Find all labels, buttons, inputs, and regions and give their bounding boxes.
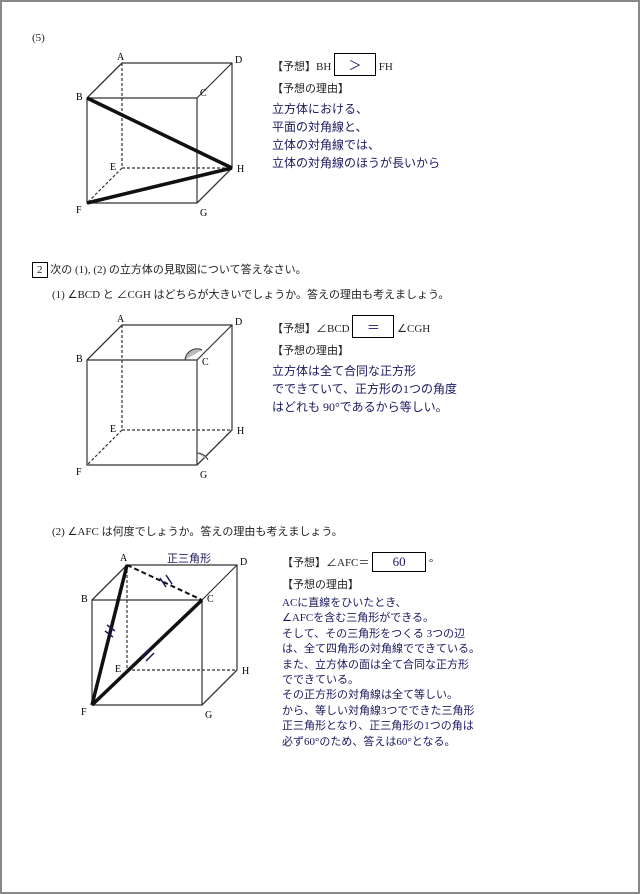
q5-answer-area: 【予想】BH ＞ FH 【予想の理由】 立方体における、 平面の対角線と、 立体… <box>262 48 618 172</box>
svg-text:B: B <box>76 354 83 365</box>
svg-text:C: C <box>202 357 209 368</box>
svg-text:B: B <box>76 92 83 103</box>
q5-handwriting: 立方体における、 平面の対角線と、 立体の対角線では、 立体の対角線のほうが長い… <box>272 100 618 172</box>
svg-text:F: F <box>76 205 82 216</box>
svg-text:G: G <box>205 710 212 721</box>
problem-2-text: 次の (1), (2) の立方体の見取図について答えなさい。 <box>50 264 306 276</box>
riyuu-label: 【予想の理由】 <box>282 576 618 592</box>
q2-2-answer-area: 【予想】∠AFC＝ 60 ° 【予想の理由】 ACに直線をひいたとき、 ∠AFC… <box>272 547 618 750</box>
q2-2-text: (2) ∠AFC は何度でしょうか。答えの理由も考えましょう。 <box>52 523 618 539</box>
yosou-label: 【予想】∠AFC＝ <box>282 557 369 569</box>
svg-text:A: A <box>117 52 125 63</box>
q2-1-answer-area: 【予想】∠BCD ＝ ∠CGH 【予想の理由】 立方体は全て合同な正方形 ででき… <box>262 310 618 416</box>
svg-text:E: E <box>110 162 116 173</box>
q5-diagram: A D B C E H F G <box>72 48 262 231</box>
svg-text:G: G <box>200 470 207 481</box>
svg-text:F: F <box>76 467 82 478</box>
problem-2-heading: 2 次の (1), (2) の立方体の見取図について答えなさい。 <box>32 261 618 278</box>
yosou-after: ° <box>429 557 433 569</box>
q2-2-yosou: 【予想】∠AFC＝ 60 ° <box>282 552 618 572</box>
riyuu-label: 【予想の理由】 <box>272 80 618 96</box>
yosou-label: 【予想】BH <box>272 61 331 73</box>
svg-text:F: F <box>81 707 87 718</box>
svg-text:A: A <box>120 553 128 564</box>
q2-2-handwriting: ACに直線をひいたとき、 ∠AFCを含む三角形ができる。 そして、その三角形をつ… <box>282 596 618 750</box>
problem-2-1: (1) ∠BCD と ∠CGH はどちらが大きいでしょうか。答えの理由も考えまし… <box>32 286 618 493</box>
q5-number: (5) <box>32 32 618 44</box>
q2-1-diagram: A D B C E H F G <box>72 310 262 493</box>
svg-text:D: D <box>240 557 247 568</box>
problem-5: (5) <box>32 32 618 231</box>
svg-text:D: D <box>235 55 242 66</box>
svg-text:C: C <box>207 594 214 605</box>
q2-1-text: (1) ∠BCD と ∠CGH はどちらが大きいでしょうか。答えの理由も考えまし… <box>52 286 618 302</box>
q2-2-answer-box: 60 <box>372 552 426 572</box>
yosou-after: ∠CGH <box>397 323 430 335</box>
svg-text:正三角形: 正三角形 <box>167 552 211 565</box>
svg-text:D: D <box>235 317 242 328</box>
problem-2-number: 2 <box>32 262 48 278</box>
problem-2-2: (2) ∠AFC は何度でしょうか。答えの理由も考えましょう。 <box>32 523 618 750</box>
q5-yosou: 【予想】BH ＞ FH <box>272 53 618 76</box>
q2-1-answer-box: ＝ <box>352 315 394 338</box>
svg-text:H: H <box>237 426 244 437</box>
worksheet-page: (5) <box>0 0 640 894</box>
svg-text:H: H <box>242 666 249 677</box>
svg-text:H: H <box>237 164 244 175</box>
yosou-label: 【予想】∠BCD <box>272 323 350 335</box>
riyuu-label: 【予想の理由】 <box>272 342 618 358</box>
svg-text:A: A <box>117 314 125 325</box>
q2-1-handwriting: 立方体は全て合同な正方形 でできていて、正方形の1つの角度 はどれも 90°であ… <box>272 362 618 416</box>
q2-1-yosou: 【予想】∠BCD ＝ ∠CGH <box>272 315 618 338</box>
svg-text:C: C <box>200 88 207 99</box>
svg-text:G: G <box>200 208 207 219</box>
svg-text:E: E <box>115 664 121 675</box>
svg-text:E: E <box>110 424 116 435</box>
q2-2-diagram: 正三角形 A D B C E H F G <box>72 547 272 740</box>
yosou-after: FH <box>379 61 393 73</box>
q5-answer-box: ＞ <box>334 53 376 76</box>
svg-text:B: B <box>81 594 88 605</box>
